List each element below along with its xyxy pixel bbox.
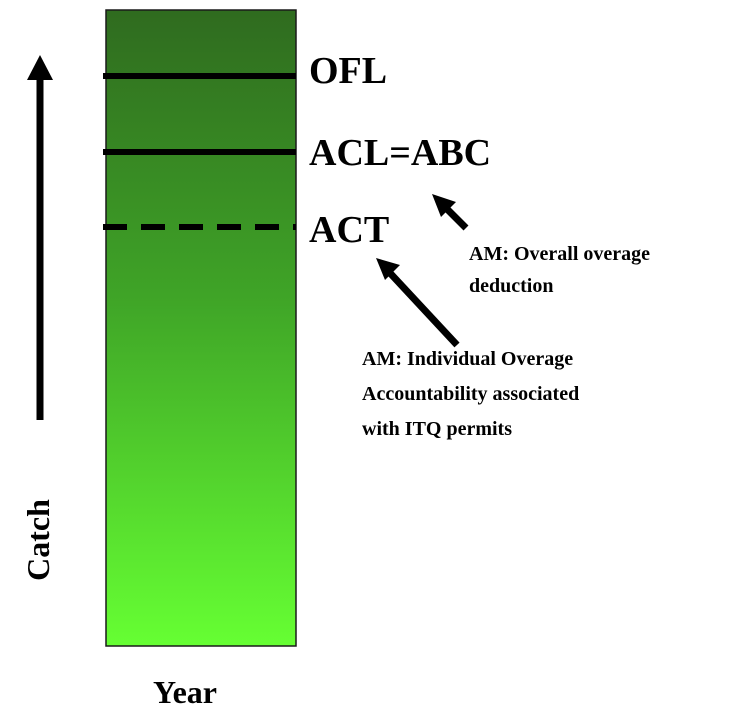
catch-bar (105, 9, 297, 647)
y-axis-label: Catch (18, 485, 58, 595)
overall-overage-line-2: deduction (469, 275, 554, 297)
act-label: ACT (309, 209, 390, 251)
individual-overage-line-3: with ITQ permits (362, 418, 512, 440)
x-axis-label: Year (153, 674, 217, 710)
overall-overage-line-1: AM: Overall overage (469, 243, 651, 265)
individual-overage-arrow (376, 258, 460, 348)
individual-overage-line-1: AM: Individual Overage (362, 348, 574, 370)
acl-abc-label: ACL=ABC (309, 132, 492, 174)
catch-axis-arrow (27, 55, 53, 420)
individual-overage-line-2: Accountability associated (362, 383, 580, 405)
ofl-label: OFL (309, 50, 388, 92)
y-axis-label-text: Catch (20, 499, 56, 581)
overall-overage-arrow (432, 194, 469, 231)
